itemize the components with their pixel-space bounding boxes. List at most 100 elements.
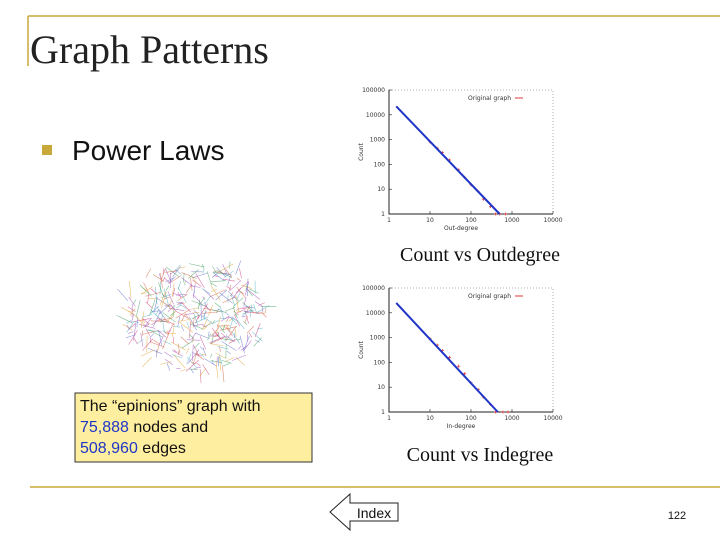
network-edge <box>160 294 172 299</box>
network-edge <box>169 307 185 311</box>
x-tick-label: 1 <box>387 415 391 422</box>
point <box>448 355 452 359</box>
network-edge <box>143 282 150 294</box>
network-edge <box>202 296 205 301</box>
network-edge <box>128 329 138 345</box>
caption-number: 75,888 <box>80 419 129 436</box>
legend-label: Original graph <box>468 95 511 102</box>
y-tick-label: 10 <box>377 186 385 193</box>
y-axis-label: Count <box>358 142 365 160</box>
network-edge <box>231 354 247 361</box>
network-edge <box>175 269 182 275</box>
network-edge <box>212 272 225 281</box>
network-edge <box>186 321 190 329</box>
network-edge <box>236 308 246 314</box>
plot-axes <box>388 90 553 215</box>
network-edge <box>248 288 259 294</box>
network-edge <box>190 307 199 310</box>
network-edge <box>190 368 194 374</box>
y-tick-label: 1 <box>381 409 385 416</box>
x-tick-label: 1 <box>387 217 391 224</box>
point <box>504 212 508 216</box>
network-edge <box>219 305 224 320</box>
fit-line <box>395 105 501 215</box>
network-edge <box>167 322 175 336</box>
network-edge <box>233 310 239 316</box>
network-edge <box>180 336 190 345</box>
network-edge <box>246 288 261 300</box>
index-arrow[interactable] <box>329 492 399 532</box>
network-edge <box>159 291 166 305</box>
index-button[interactable]: Index <box>329 492 399 532</box>
network-edge <box>241 284 253 289</box>
network-edge <box>207 333 212 341</box>
network-edge <box>184 313 195 315</box>
caption-part: edges <box>138 440 186 457</box>
network-edge <box>160 361 172 365</box>
network-edge <box>127 306 136 312</box>
network-edge <box>186 339 201 341</box>
network-edge <box>191 314 200 320</box>
index-label[interactable]: Index <box>357 505 391 521</box>
network-edge <box>219 347 221 352</box>
network-edge <box>158 329 163 346</box>
network-edge <box>219 325 225 334</box>
network-edge <box>192 311 200 314</box>
caption-part: The “epinions” graph with <box>80 398 265 415</box>
network-edge <box>175 310 190 320</box>
plot-caption: Count vs Indegree <box>407 444 554 466</box>
network-edge <box>227 276 231 286</box>
caption-text: The “epinions” graph with 75,888 nodes a… <box>80 398 265 457</box>
network-edge <box>252 332 263 342</box>
network-edge <box>155 309 160 316</box>
network-edge <box>186 285 192 294</box>
network-edge <box>210 284 221 301</box>
network-edge <box>219 356 222 371</box>
y-tick-label: 100 <box>374 359 386 366</box>
network-edge <box>162 276 166 282</box>
network-edge <box>151 310 160 312</box>
network-edge <box>182 273 185 283</box>
y-tick-label: 10 <box>377 384 385 391</box>
network-edge <box>225 326 237 341</box>
network-edge <box>153 339 159 344</box>
network-edge <box>128 331 134 334</box>
network-edge <box>145 328 151 336</box>
network-edge <box>180 368 187 372</box>
network-edge <box>167 291 175 305</box>
y-tick-label: 100000 <box>362 285 385 292</box>
network-edge <box>221 341 237 351</box>
network-edge <box>157 317 170 324</box>
network-edge <box>158 330 167 338</box>
y-tick-label: 1000 <box>370 335 385 342</box>
x-tick-label: 100 <box>465 415 477 422</box>
network-edge <box>215 361 219 379</box>
y-tick-label: 1 <box>381 211 385 218</box>
network-edge <box>155 286 158 305</box>
network-edge <box>181 301 191 313</box>
network-edge <box>147 347 163 355</box>
network-edge <box>158 317 174 322</box>
network-edge <box>225 357 235 362</box>
network-edge <box>201 318 208 331</box>
network-edge <box>133 338 138 345</box>
network-edge <box>261 305 264 313</box>
network-edge <box>254 323 261 338</box>
network-edge <box>217 308 224 313</box>
network-edge <box>237 338 241 341</box>
network-edge <box>211 309 227 313</box>
network-edge <box>145 301 153 309</box>
x-tick-label: 10000 <box>543 415 562 422</box>
network-edge <box>145 268 151 278</box>
network-edge <box>203 309 206 321</box>
network-edge <box>179 304 187 309</box>
network-edge <box>129 308 136 316</box>
network-edge <box>211 328 219 336</box>
network-edge <box>243 297 247 307</box>
network-edge <box>215 352 227 359</box>
network-edge <box>198 297 206 306</box>
network-edge <box>245 284 248 291</box>
network-edge <box>199 336 206 350</box>
network-edge <box>193 309 200 317</box>
